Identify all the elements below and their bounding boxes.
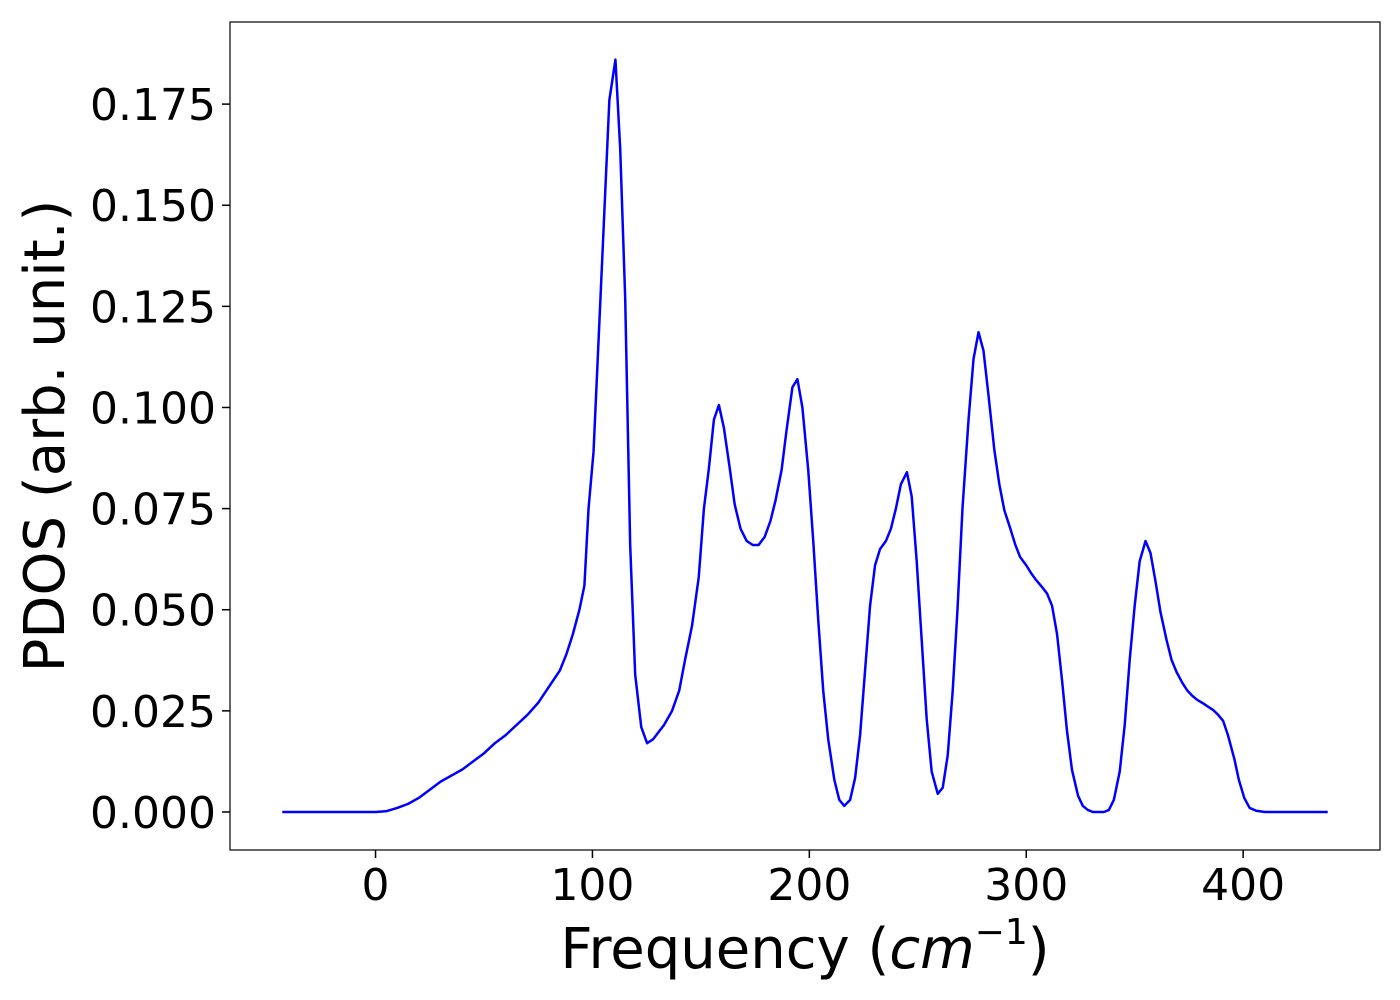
y-axis-label: PDOS (arb. unit.): [13, 200, 78, 673]
x-axis-label: Frequency (cm−1): [560, 912, 1049, 982]
y-tick-label: 0.025: [90, 687, 216, 738]
pdos-line: [282, 58, 1328, 814]
y-tick-label: 0.100: [90, 383, 216, 434]
x-label-part: Frequency (: [560, 917, 889, 982]
x-tick-label: 100: [550, 860, 634, 911]
y-tick-label: 0.050: [90, 586, 216, 637]
x-tick-label: 0: [362, 860, 390, 911]
x-label-part: cm: [889, 917, 974, 982]
x-tick-label: 400: [1201, 860, 1285, 911]
plot-frame: [229, 21, 1381, 851]
x-tick-label: 200: [767, 860, 851, 911]
y-tick-label: 0.125: [90, 282, 216, 333]
y-tick-label: 0.175: [90, 80, 216, 131]
y-tick-label: 0.000: [90, 788, 216, 839]
x-label-part: −1: [975, 912, 1028, 953]
x-label-part: ): [1028, 917, 1050, 982]
y-tick-label: 0.075: [90, 485, 216, 536]
x-tick-label: 300: [984, 860, 1068, 911]
y-tick-label: 0.150: [90, 181, 216, 232]
